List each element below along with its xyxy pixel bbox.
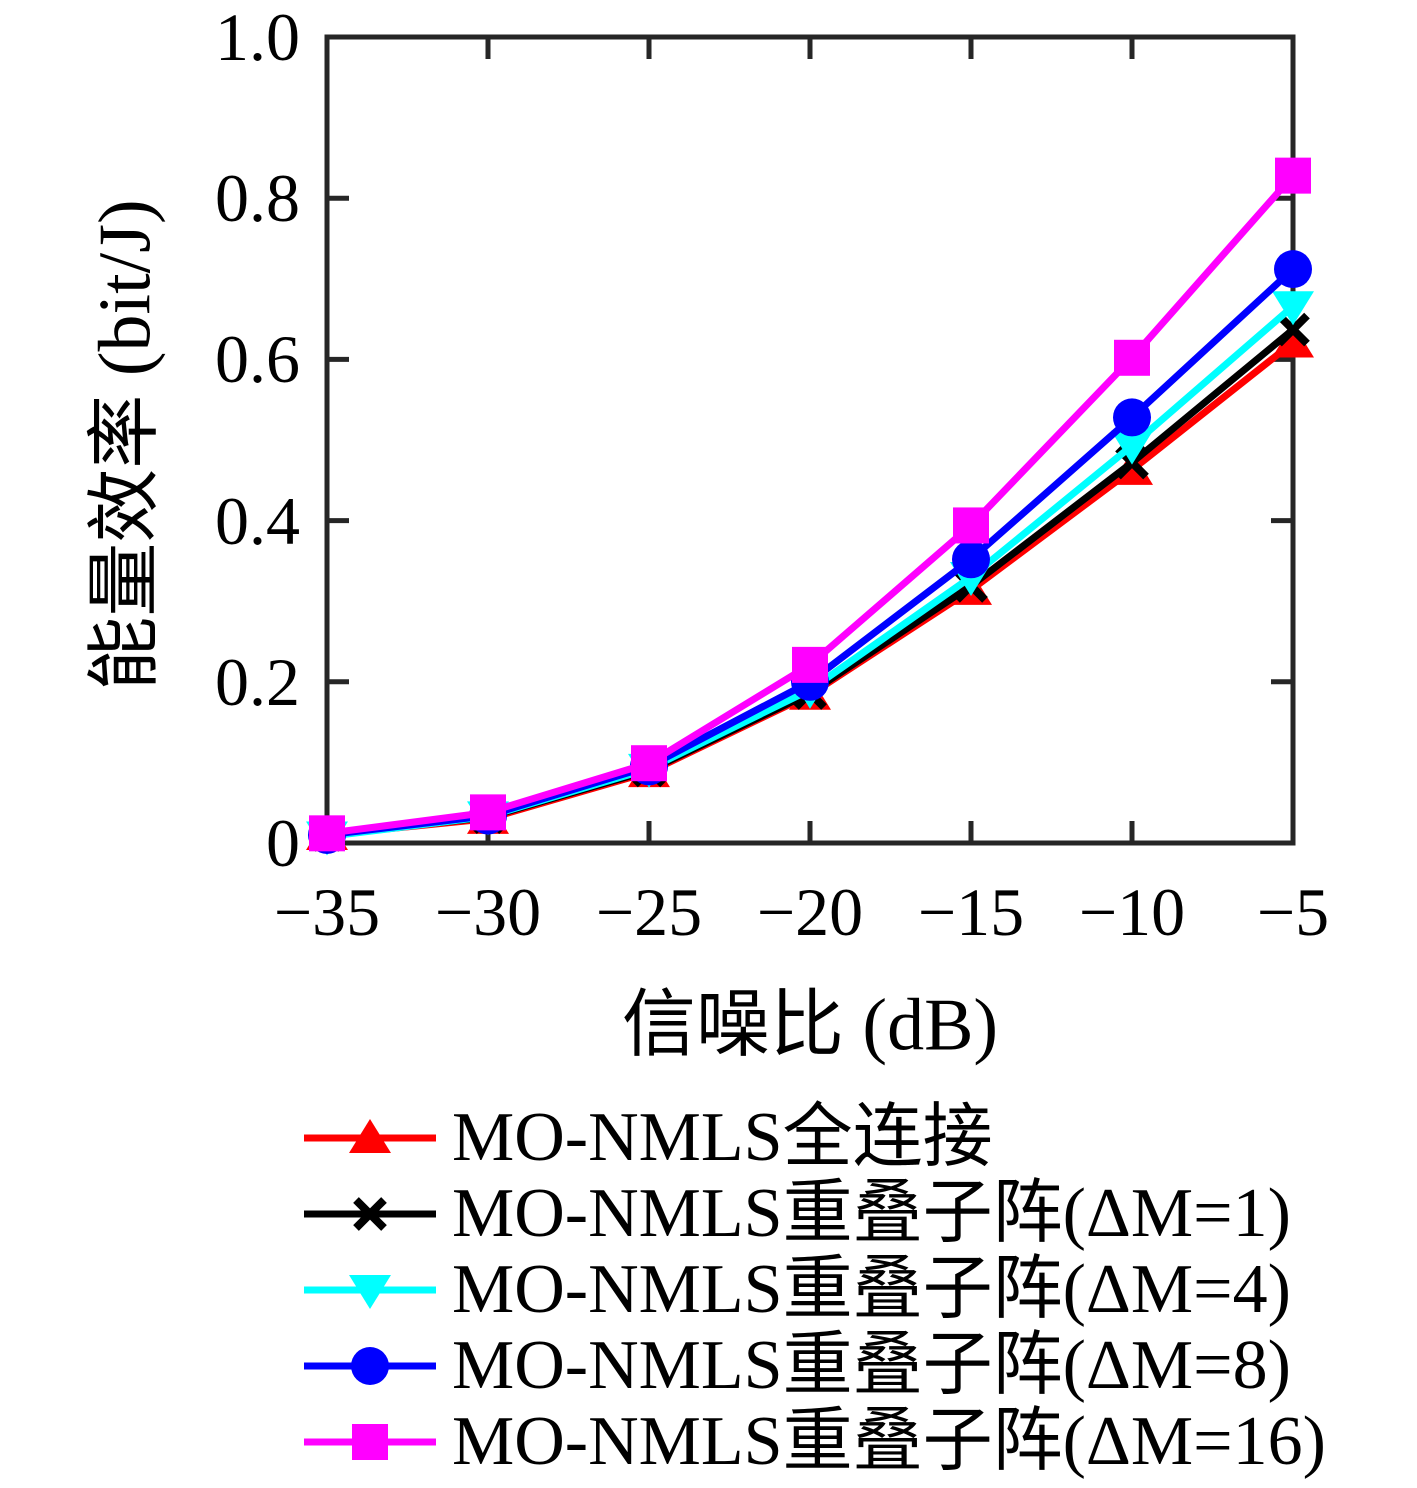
legend-swatch-x-icon — [304, 1197, 436, 1231]
marker-circle-icon — [1274, 250, 1312, 289]
legend-label: MO-NMLS重叠子阵(ΔM=16) — [452, 1403, 1326, 1480]
legend-swatch-circle-icon — [304, 1347, 436, 1385]
y-axis-title: 能量效率 (bit/J) — [84, 199, 167, 691]
marker-triangle-down-icon — [1111, 430, 1153, 465]
y-tick-label: 0.6 — [215, 321, 300, 398]
marker-square-icon — [792, 646, 828, 683]
legend-item-0: MO-NMLS全连接 — [300, 1100, 1326, 1176]
marker-square-icon — [1275, 157, 1311, 194]
x-tick-label: −5 — [1256, 874, 1330, 950]
series-line-2 — [326, 303, 1296, 841]
marker-circle-icon — [952, 540, 990, 579]
x-tick-label: −35 — [273, 874, 381, 950]
legend-item-4: MO-NMLS重叠子阵(ΔM=16) — [300, 1404, 1326, 1480]
marker-square-icon — [309, 815, 345, 852]
legend-swatch-triangle-down-icon — [304, 1275, 436, 1309]
legend-item-1: MO-NMLS重叠子阵(ΔM=1) — [300, 1176, 1326, 1252]
x-tick-label: −15 — [917, 874, 1025, 950]
x-axis-title: 信噪比 (dB) — [621, 984, 999, 1067]
legend-item-2: MO-NMLS重叠子阵(ΔM=4) — [300, 1252, 1326, 1328]
marker-square-icon — [352, 1424, 388, 1460]
legend-swatch-triangle-up-icon — [304, 1119, 436, 1153]
marker-x-icon — [1276, 312, 1310, 347]
marker-circle-icon — [351, 1347, 389, 1385]
marker-x-icon — [353, 1197, 387, 1231]
marker-square-icon — [631, 745, 667, 782]
y-tick-label: 0 — [266, 805, 300, 881]
x-tick-label: −10 — [1078, 874, 1186, 950]
y-tick-label: 0.8 — [215, 160, 300, 237]
y-tick-label: 1.0 — [215, 0, 300, 75]
legend-label: MO-NMLS重叠子阵(ΔM=1) — [452, 1175, 1291, 1252]
y-tick-label: 0.2 — [215, 643, 300, 720]
marker-square-icon — [953, 507, 989, 544]
marker-square-icon — [1114, 339, 1150, 376]
y-tick-label: 0.4 — [215, 482, 300, 559]
legend-item-3: MO-NMLS重叠子阵(ΔM=8) — [300, 1328, 1326, 1404]
legend-label: MO-NMLS重叠子阵(ΔM=8) — [452, 1327, 1291, 1404]
marker-triangle-up-icon — [1272, 323, 1314, 358]
x-tick-label: −30 — [434, 874, 542, 950]
x-tick-label: −25 — [595, 874, 703, 950]
marker-circle-icon — [1113, 398, 1151, 437]
legend: MO-NMLS全连接 MO-NMLS重叠子阵(ΔM=1) MO-NMLS重叠子阵(Δ… — [300, 1100, 1326, 1480]
legend-swatch-square-icon — [304, 1424, 436, 1460]
axes-box — [324, 34, 1296, 846]
legend-label: MO-NMLS全连接 — [452, 1099, 993, 1176]
marker-square-icon — [470, 794, 506, 831]
marker-triangle-up-icon — [349, 1119, 391, 1153]
legend-label: MO-NMLS重叠子阵(ΔM=4) — [452, 1251, 1291, 1328]
marker-triangle-down-icon — [349, 1275, 391, 1309]
marker-triangle-down-icon — [1272, 291, 1314, 326]
series-line-4 — [326, 173, 1296, 837]
x-tick-label: −20 — [756, 874, 864, 950]
